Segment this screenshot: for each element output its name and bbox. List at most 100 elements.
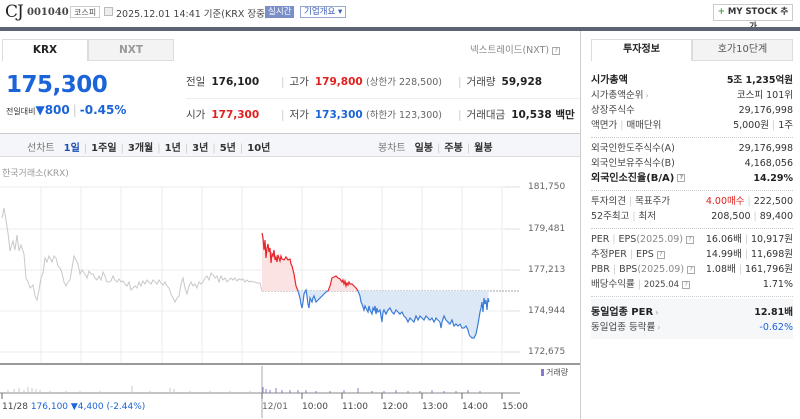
foreign-hold-label: 외국인보유주식수(B) [591, 158, 675, 169]
prev-close-label: 전일 [186, 76, 206, 88]
period-5y[interactable]: 5년 [219, 143, 236, 154]
prev-close-value: 176,100 [211, 76, 260, 88]
help-icon[interactable]: ? [686, 235, 695, 244]
tab-nxt[interactable]: NXT [88, 39, 174, 61]
per-label: PER [591, 234, 610, 245]
sector-change-value: -0.62% [759, 322, 793, 333]
nxt-link-label: 넥스트레이드(NXT) [470, 45, 550, 56]
opinion-value: 4.00매수 [705, 196, 745, 207]
prev-day-info: 11/28 176,100 ▼4,400 (-2.44%) [2, 402, 145, 412]
tab-invest-info[interactable]: 투자정보 [591, 39, 692, 61]
chevron-right-icon: › [645, 91, 649, 100]
opinion-label: 투자의견 [591, 196, 626, 207]
low-value: 173,300 [314, 109, 363, 121]
down-arrow-icon: ▼ [35, 103, 45, 117]
market-cap-rank-link[interactable]: 시가총액순위 › [591, 88, 649, 103]
low-price: | 저가 173,300 (하한가 123,300) [281, 109, 442, 121]
help-icon[interactable]: ? [682, 280, 691, 289]
intraday-chart[interactable] [0, 178, 580, 419]
help-icon[interactable]: ? [677, 174, 686, 182]
x-tick: 11:00 [342, 402, 368, 412]
low-label: 저가 [289, 109, 309, 121]
x-tick: 13:00 [422, 402, 448, 412]
high-price: | 고가 179,800 (상한가 228,500) [281, 76, 442, 88]
period-1y[interactable]: 1년 [164, 143, 181, 154]
valuation-section: PER | EPS(2025.09)? 16.06배 | 10,917원 추정PER | EP… [591, 229, 793, 297]
panel-divider [580, 31, 581, 419]
x-tick: 14:00 [462, 402, 488, 412]
add-my-stock-button[interactable]: + MY STOCK 추가 [713, 4, 793, 32]
x-tick: 12/01 [262, 402, 288, 412]
chart-source: 한국거래소(KRX) [2, 169, 69, 179]
help-icon[interactable]: ? [552, 46, 561, 55]
line-chart-label: 선차트 [27, 143, 55, 154]
info-tabs: 투자정보 호가10단계 [591, 39, 793, 61]
line-chart-periods: 선차트 1일 | 1주일 | 3개월 | 1년 | 3년 | 5년 | 10년 [27, 143, 271, 154]
y-tick: 177,213 [528, 265, 566, 275]
sector-per-value: 12.81배 [754, 307, 793, 318]
company-info-dropdown[interactable]: 기업개요 ▾ [300, 6, 347, 18]
sector-change-label: 동일업종 등락률 [591, 322, 656, 333]
invest-info-panel: 시가총액 5조 1,235억원 시가총액순위 › 코스피 101위 상장주식수 29,1… [591, 70, 793, 339]
change-label: 전일대비 [6, 107, 36, 116]
change-percent: -0.45% [79, 103, 127, 117]
bps-label: BPS [619, 264, 638, 275]
period-monthly[interactable]: 월봉 [474, 143, 493, 154]
period-10y[interactable]: 10년 [247, 143, 271, 154]
volume-legend-label: 거래량 [546, 368, 569, 377]
sector-per-link[interactable]: 동일업종 PER › [591, 305, 658, 320]
volume-legend: 거래량 [541, 367, 568, 378]
period-weekly[interactable]: 주봉 [444, 143, 463, 154]
tab-krx[interactable]: KRX [2, 39, 88, 61]
prev-close: 전일 176,100 [186, 74, 259, 89]
candle-chart-periods: 봉차트 일봉 | 주봉 | 월봉 [378, 143, 493, 154]
volume-swatch [541, 369, 544, 376]
stock-name: CJ [5, 2, 24, 22]
period-1d[interactable]: 1일 [63, 143, 80, 154]
nxt-link[interactable]: 넥스트레이드(NXT)? [470, 42, 561, 56]
y-tick: 179,481 [528, 224, 566, 234]
y-tick: 181,750 [528, 182, 566, 192]
volume-value: 59,928 [501, 76, 543, 88]
trade-value: | 거래대금 10,538 백만 [458, 109, 575, 121]
est-eps-label: EPS [636, 249, 654, 260]
stats-row: 전일 176,100 | 고가 179,800 (상한가 228,500) | 거래량 5… [186, 66, 580, 98]
open-price: 시가 177,300 [186, 107, 259, 122]
open-value: 177,300 [211, 109, 260, 121]
prev-day-change: 176,100 ▼4,400 (-2.44%) [30, 402, 146, 412]
foreign-limit-label: 외국인한도주식수(A) [591, 143, 675, 154]
foreign-hold-value: 4,168,056 [744, 158, 793, 169]
market-badge: 코스피 [70, 6, 101, 18]
volume: | 거래량 59,928 [458, 76, 543, 88]
period-3m[interactable]: 3개월 [127, 143, 154, 154]
period-3y[interactable]: 3년 [192, 143, 209, 154]
dividend-period: 2025.04 [643, 280, 680, 290]
tab-order-book[interactable]: 호가10단계 [692, 39, 793, 61]
eps-value: 10,917원 [751, 234, 793, 245]
foreign-limit-value: 29,176,998 [738, 143, 793, 154]
help-icon[interactable]: ? [687, 265, 696, 274]
target-label: 목표주가 [635, 196, 671, 207]
sector-change-link[interactable]: 동일업종 등락률 › [591, 320, 660, 335]
divider: | [72, 103, 77, 117]
pbr-period: (2025.09) [637, 264, 685, 275]
candle-chart-label: 봉차트 [378, 143, 406, 154]
chevron-right-icon: › [657, 323, 661, 332]
x-tick: 15:00 [502, 402, 528, 412]
period-daily[interactable]: 일봉 [414, 143, 434, 154]
high-value: 179,800 [314, 76, 363, 88]
market-cap-section: 시가총액 5조 1,235억원 시가총액순위 › 코스피 101위 상장주식수 29,1… [591, 70, 793, 138]
realtime-button[interactable]: 실시간 [265, 6, 295, 18]
chart-period-bar: 선차트 1일 | 1주일 | 3개월 | 1년 | 3년 | 5년 | 10년 봉차트 일봉 | 주봉 | 월봉 [0, 133, 580, 157]
trade-value-label: 거래대금 [466, 109, 506, 121]
period-1w[interactable]: 1주일 [91, 143, 117, 154]
stats-row: 시가 177,300 | 저가 173,300 (하한가 123,300) | 거래대금… [186, 98, 580, 130]
x-tick: 12:00 [382, 402, 408, 412]
upper-limit: (상한가 228,500) [366, 77, 442, 88]
foreign-ratio-label: 외국인소진율(B/A) [591, 173, 675, 184]
par-value-label: 액면가 [591, 120, 618, 131]
high-label: 고가 [289, 76, 309, 88]
price-change: 전일대비▼800 | -0.45% [6, 103, 126, 117]
help-icon[interactable]: ? [656, 250, 665, 259]
header-divider [0, 27, 800, 31]
